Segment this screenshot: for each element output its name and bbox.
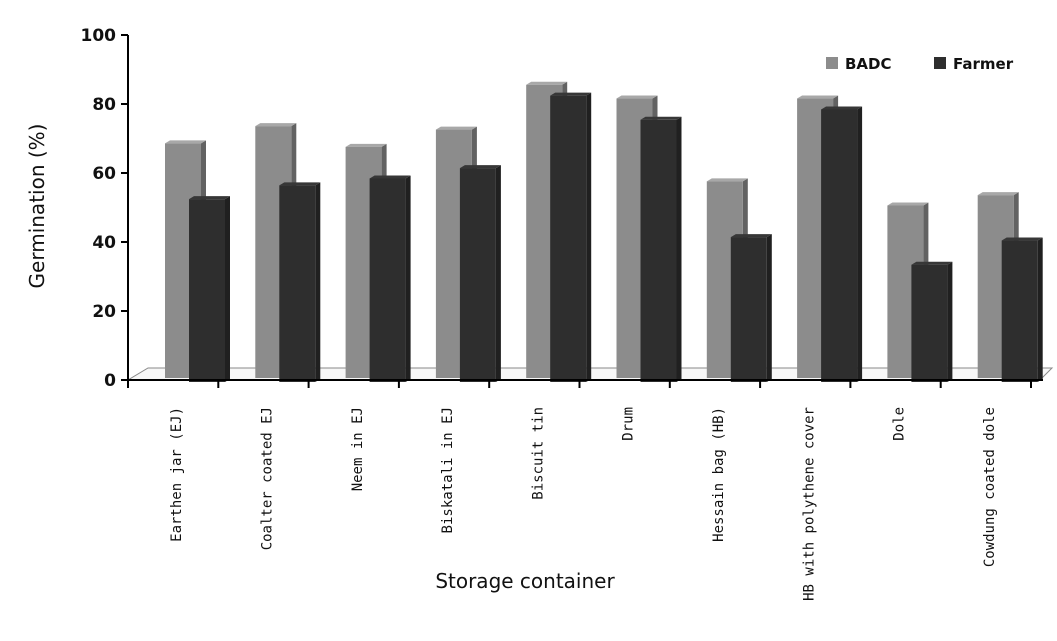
bars-layer <box>165 81 1043 383</box>
x-tick-label: Dole <box>892 407 908 441</box>
bar-top <box>640 116 682 120</box>
bar-side <box>225 196 230 382</box>
bar-front <box>821 109 858 382</box>
legend-label: BADC <box>845 55 892 73</box>
x-tick-label: Earthen jar (EJ) <box>169 407 185 542</box>
y-tick-label: 20 <box>92 302 116 322</box>
bar-side <box>495 165 501 382</box>
bar-top <box>706 178 748 182</box>
y-axis-title: Germination (%) <box>25 124 49 289</box>
x-tick-label: Neem in EJ <box>350 407 366 491</box>
bar-farmer <box>459 165 501 382</box>
x-tick-label: Cowdung coated dole <box>982 407 998 567</box>
bar-front <box>279 185 316 382</box>
axes <box>121 34 1043 388</box>
bar-farmer <box>1001 237 1043 382</box>
bar-group <box>797 95 863 382</box>
bar-group <box>526 81 592 383</box>
bar-top <box>887 202 929 206</box>
x-tick-label: Coalter coated EJ <box>259 407 275 550</box>
bar-top <box>977 192 1019 196</box>
bar-top <box>797 95 839 99</box>
bar-side <box>315 182 321 382</box>
legend: BADC Farmer <box>826 55 1014 73</box>
bar-farmer <box>911 261 953 382</box>
legend-swatch <box>826 57 838 69</box>
bar-top <box>435 126 477 130</box>
bar-side <box>857 106 863 382</box>
x-axis-title: Storage container <box>435 569 615 593</box>
y-tick-label: 0 <box>104 371 116 391</box>
bar-group <box>165 140 230 382</box>
bar-top <box>616 95 658 99</box>
x-tick-label: Hessain bag (HB) <box>711 407 727 542</box>
bar-front <box>730 237 767 382</box>
bar-front <box>640 119 677 383</box>
bar-top <box>369 175 411 179</box>
bar-top <box>821 106 863 110</box>
bar-side <box>586 92 592 383</box>
bar-front <box>369 178 406 382</box>
bar-front <box>911 264 948 382</box>
bar-top <box>1001 237 1043 241</box>
bar-group <box>887 202 953 382</box>
bar-group <box>977 192 1043 382</box>
bar-farmer <box>730 234 772 382</box>
y-tick-label: 60 <box>92 164 116 184</box>
bar-top <box>526 81 568 85</box>
x-tick-label: HB with polythene cover <box>801 407 817 601</box>
bar-side <box>947 261 953 382</box>
bar-farmer <box>821 106 863 382</box>
y-tick-label: 40 <box>92 233 116 253</box>
bar-front <box>1001 240 1038 382</box>
bar-top <box>911 261 953 265</box>
bar-front <box>550 95 587 383</box>
bar-group <box>435 126 501 382</box>
bar-farmer <box>369 175 411 382</box>
bar-top <box>730 234 772 238</box>
bar-group <box>255 123 321 382</box>
bar-side <box>1037 237 1043 382</box>
bar-top <box>459 165 501 169</box>
bar-farmer <box>640 116 682 383</box>
legend-swatch <box>934 57 946 69</box>
bar-farmer <box>279 182 321 382</box>
bar-top <box>255 123 297 127</box>
legend-item: BADC <box>826 55 892 73</box>
bar-top <box>189 196 230 200</box>
bar-top <box>165 140 206 144</box>
bar-top <box>279 182 321 186</box>
x-tick-label: Biscuit tin <box>530 407 546 500</box>
bar-top <box>345 143 387 147</box>
bar-side <box>405 175 411 382</box>
y-tick-label: 100 <box>81 26 117 46</box>
bar-top <box>550 92 592 96</box>
legend-item: Farmer <box>934 55 1014 73</box>
bar-farmer <box>189 196 230 382</box>
bar-front <box>459 168 496 382</box>
y-tick-labels: 0 20 40 60 80 100 <box>81 26 117 391</box>
bar-front <box>189 199 225 382</box>
bar-group <box>616 95 682 383</box>
x-category-labels: Earthen jar (EJ) Coalter coated EJ Neem in… <box>169 407 998 601</box>
bar-side <box>676 116 682 383</box>
bar-group <box>706 178 772 382</box>
y-tick-label: 80 <box>92 95 116 115</box>
x-tick-label: Drum <box>621 407 637 441</box>
bar-group <box>345 143 411 382</box>
bar-farmer <box>550 92 592 383</box>
x-tick-label: Biskatali in EJ <box>440 407 456 533</box>
bar-side <box>766 234 772 382</box>
legend-label: Farmer <box>953 55 1014 73</box>
